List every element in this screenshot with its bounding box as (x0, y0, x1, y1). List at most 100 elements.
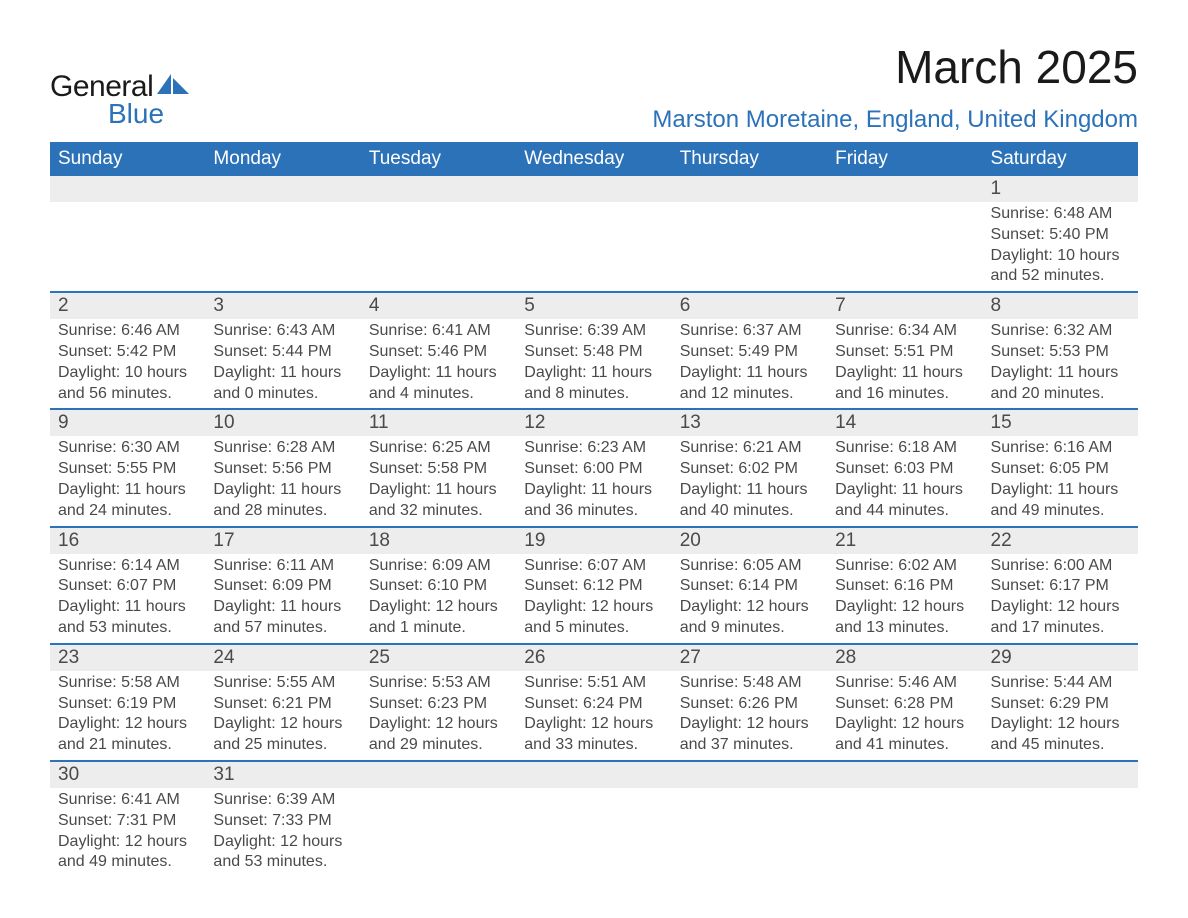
day-detail-cell: Sunrise: 6:23 AMSunset: 6:00 PMDaylight:… (516, 436, 671, 526)
day-detail-cell: Sunrise: 6:07 AMSunset: 6:12 PMDaylight:… (516, 554, 671, 644)
sunset-text: Sunset: 5:42 PM (58, 342, 197, 363)
sunrise-text: Sunrise: 6:30 AM (58, 438, 197, 459)
daylight-text: Daylight: 11 hours and 53 minutes. (58, 597, 197, 639)
daylight-text: Daylight: 12 hours and 9 minutes. (680, 597, 819, 639)
daylight-text: Daylight: 11 hours and 36 minutes. (524, 480, 663, 522)
day-detail-cell (827, 202, 982, 292)
daylight-text: Daylight: 11 hours and 0 minutes. (213, 363, 352, 405)
day-number-cell: 19 (516, 527, 671, 554)
day-detail-cell: Sunrise: 6:39 AMSunset: 5:48 PMDaylight:… (516, 319, 671, 409)
day-detail-cell: Sunrise: 6:34 AMSunset: 5:51 PMDaylight:… (827, 319, 982, 409)
dow-sunday: Sunday (50, 142, 205, 176)
daylight-text: Daylight: 11 hours and 12 minutes. (680, 363, 819, 405)
day-number-cell: 13 (672, 409, 827, 436)
sunrise-text: Sunrise: 6:32 AM (991, 321, 1130, 342)
daylight-text: Daylight: 11 hours and 4 minutes. (369, 363, 508, 405)
day-detail-cell: Sunrise: 6:02 AMSunset: 6:16 PMDaylight:… (827, 554, 982, 644)
day-number-cell (516, 761, 671, 788)
sunrise-text: Sunrise: 6:00 AM (991, 556, 1130, 577)
day-detail-cell: Sunrise: 5:44 AMSunset: 6:29 PMDaylight:… (983, 671, 1138, 761)
week-3-details: Sunrise: 6:14 AMSunset: 6:07 PMDaylight:… (50, 554, 1138, 644)
sunset-text: Sunset: 6:07 PM (58, 576, 197, 597)
day-number-cell: 28 (827, 644, 982, 671)
daylight-text: Daylight: 12 hours and 53 minutes. (213, 832, 352, 874)
sunset-text: Sunset: 6:28 PM (835, 694, 974, 715)
sunset-text: Sunset: 6:05 PM (991, 459, 1130, 480)
day-number-cell (672, 176, 827, 202)
sunrise-text: Sunrise: 6:16 AM (991, 438, 1130, 459)
sunset-text: Sunset: 6:24 PM (524, 694, 663, 715)
sunset-text: Sunset: 5:40 PM (991, 225, 1130, 246)
daylight-text: Daylight: 11 hours and 44 minutes. (835, 480, 974, 522)
day-detail-cell: Sunrise: 6:18 AMSunset: 6:03 PMDaylight:… (827, 436, 982, 526)
day-number-cell (205, 176, 360, 202)
dow-saturday: Saturday (983, 142, 1138, 176)
day-detail-cell: Sunrise: 6:41 AMSunset: 5:46 PMDaylight:… (361, 319, 516, 409)
sunrise-text: Sunrise: 6:39 AM (524, 321, 663, 342)
day-number-cell: 18 (361, 527, 516, 554)
day-number-cell (983, 761, 1138, 788)
sunset-text: Sunset: 6:17 PM (991, 576, 1130, 597)
week-1-daynums: 2345678 (50, 292, 1138, 319)
sunset-text: Sunset: 5:46 PM (369, 342, 508, 363)
daylight-text: Daylight: 11 hours and 24 minutes. (58, 480, 197, 522)
day-detail-cell (50, 202, 205, 292)
sunset-text: Sunset: 6:12 PM (524, 576, 663, 597)
sunset-text: Sunset: 6:02 PM (680, 459, 819, 480)
daylight-text: Daylight: 11 hours and 8 minutes. (524, 363, 663, 405)
sunrise-text: Sunrise: 5:46 AM (835, 673, 974, 694)
daylight-text: Daylight: 10 hours and 52 minutes. (991, 246, 1130, 288)
dow-tuesday: Tuesday (361, 142, 516, 176)
day-number-cell (516, 176, 671, 202)
day-number-cell: 2 (50, 292, 205, 319)
day-number-cell: 11 (361, 409, 516, 436)
day-number-cell (361, 761, 516, 788)
daylight-text: Daylight: 11 hours and 40 minutes. (680, 480, 819, 522)
day-detail-cell: Sunrise: 5:51 AMSunset: 6:24 PMDaylight:… (516, 671, 671, 761)
day-detail-cell: Sunrise: 6:11 AMSunset: 6:09 PMDaylight:… (205, 554, 360, 644)
day-detail-cell: Sunrise: 5:58 AMSunset: 6:19 PMDaylight:… (50, 671, 205, 761)
day-detail-cell: Sunrise: 6:32 AMSunset: 5:53 PMDaylight:… (983, 319, 1138, 409)
sunset-text: Sunset: 5:58 PM (369, 459, 508, 480)
day-detail-cell: Sunrise: 6:39 AMSunset: 7:33 PMDaylight:… (205, 788, 360, 877)
sunrise-text: Sunrise: 6:41 AM (58, 790, 197, 811)
day-detail-cell: Sunrise: 6:16 AMSunset: 6:05 PMDaylight:… (983, 436, 1138, 526)
sail-icon (157, 72, 191, 101)
day-detail-cell (205, 202, 360, 292)
dow-friday: Friday (827, 142, 982, 176)
week-2-details: Sunrise: 6:30 AMSunset: 5:55 PMDaylight:… (50, 436, 1138, 526)
month-title: March 2025 (652, 40, 1138, 94)
sunrise-text: Sunrise: 6:23 AM (524, 438, 663, 459)
day-detail-cell: Sunrise: 6:48 AMSunset: 5:40 PMDaylight:… (983, 202, 1138, 292)
week-3-daynums: 16171819202122 (50, 527, 1138, 554)
location: Marston Moretaine, England, United Kingd… (652, 106, 1138, 134)
sunrise-text: Sunrise: 5:44 AM (991, 673, 1130, 694)
daylight-text: Daylight: 11 hours and 57 minutes. (213, 597, 352, 639)
sunset-text: Sunset: 5:49 PM (680, 342, 819, 363)
daylight-text: Daylight: 12 hours and 25 minutes. (213, 714, 352, 756)
day-number-cell: 20 (672, 527, 827, 554)
sunset-text: Sunset: 6:23 PM (369, 694, 508, 715)
calendar-table: SundayMondayTuesdayWednesdayThursdayFrid… (50, 142, 1138, 877)
sunrise-text: Sunrise: 6:25 AM (369, 438, 508, 459)
day-detail-cell: Sunrise: 6:00 AMSunset: 6:17 PMDaylight:… (983, 554, 1138, 644)
sunrise-text: Sunrise: 6:43 AM (213, 321, 352, 342)
dow-monday: Monday (205, 142, 360, 176)
daylight-text: Daylight: 12 hours and 17 minutes. (991, 597, 1130, 639)
day-number-cell: 29 (983, 644, 1138, 671)
day-number-cell: 22 (983, 527, 1138, 554)
day-detail-cell (516, 202, 671, 292)
sunset-text: Sunset: 7:31 PM (58, 811, 197, 832)
day-detail-cell: Sunrise: 5:46 AMSunset: 6:28 PMDaylight:… (827, 671, 982, 761)
daylight-text: Daylight: 12 hours and 1 minute. (369, 597, 508, 639)
sunrise-text: Sunrise: 5:58 AM (58, 673, 197, 694)
day-of-week-row: SundayMondayTuesdayWednesdayThursdayFrid… (50, 142, 1138, 176)
dow-thursday: Thursday (672, 142, 827, 176)
sunset-text: Sunset: 5:48 PM (524, 342, 663, 363)
sunrise-text: Sunrise: 6:39 AM (213, 790, 352, 811)
header: General Blue March 2025 Marston Moretain… (50, 40, 1138, 134)
sunset-text: Sunset: 6:16 PM (835, 576, 974, 597)
day-number-cell: 12 (516, 409, 671, 436)
sunrise-text: Sunrise: 6:48 AM (991, 204, 1130, 225)
sunset-text: Sunset: 7:33 PM (213, 811, 352, 832)
